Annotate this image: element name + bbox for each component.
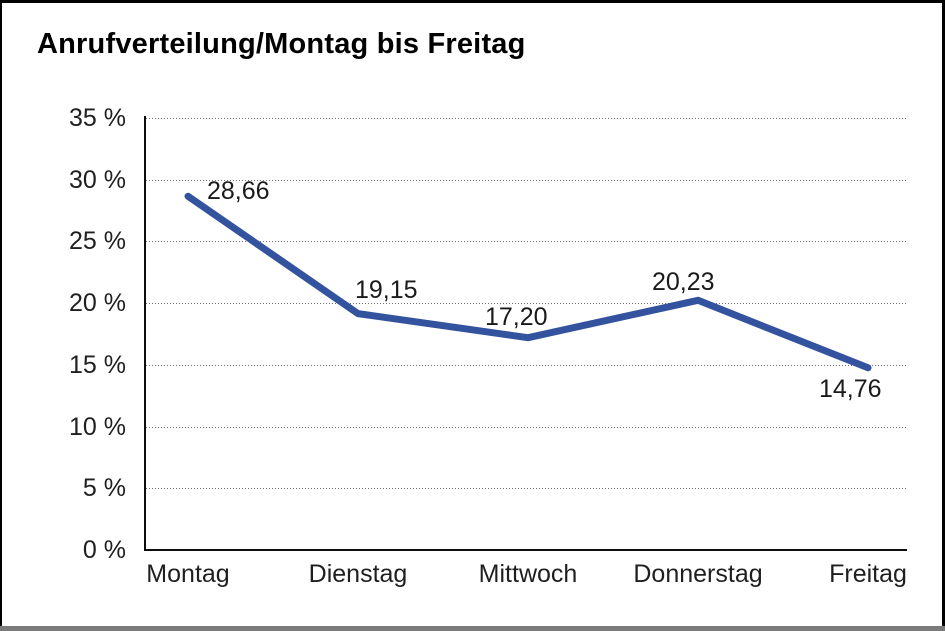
y-axis-tick-label: 35 % [69,104,126,132]
gridline-30pct [146,180,907,181]
x-axis-label-donnerstag: Donnerstag [633,560,763,588]
y-axis-tick-label: 20 % [69,289,126,317]
data-series-line [184,192,872,372]
window-border-right [942,0,945,631]
chart-title: Anrufverteilung/Montag bis Freitag [37,28,526,60]
x-axis-label-montag: Montag [146,560,230,588]
x-axis-label-dienstag: Dienstag [308,560,408,588]
data-point-label: 20,23 [652,268,715,296]
y-axis-tick-label: 5 % [82,474,126,502]
y-axis-tick-label: 25 % [69,227,126,255]
gridline-35pct [146,118,907,119]
window-border-bottom [0,626,945,631]
data-point-label: 17,20 [485,303,548,331]
y-axis-tick-label: 30 % [69,166,126,194]
data-point-label: 14,76 [819,375,882,403]
gridline-5pct [146,488,907,489]
x-axis-label-freitag: Freitag [829,560,907,588]
window-border-left [0,0,2,631]
window-border-top [0,0,945,3]
data-point-label: 19,15 [355,276,418,304]
data-point-label: 28,66 [207,177,270,205]
y-axis-tick-label: 10 % [69,413,126,441]
gridline-15pct [146,365,907,366]
x-axis-label-mittwoch: Mittwoch [478,560,578,588]
y-axis-line [144,116,146,551]
y-axis-tick-label: 15 % [69,351,126,379]
gridline-25pct [146,241,907,242]
gridline-10pct [146,427,907,428]
x-axis-line [144,549,907,551]
y-axis-tick-label: 0 % [82,536,126,564]
